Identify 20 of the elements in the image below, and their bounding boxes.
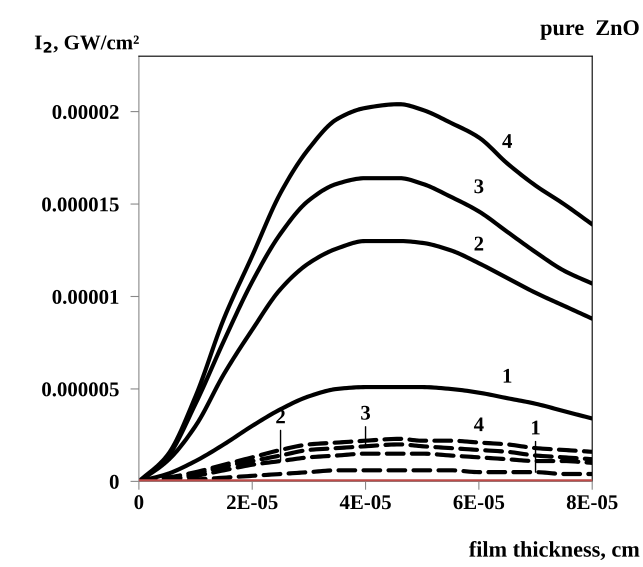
y-tick-label: 0.00001 [52, 290, 118, 304]
x-tick-label: 6E-05 [454, 495, 504, 510]
series-label: 1 [532, 420, 540, 434]
y-tick-label: 0 [110, 474, 119, 489]
x-tick-label: 0 [134, 495, 144, 510]
series-label: 4 [474, 417, 484, 432]
series-label: 1 [504, 368, 512, 383]
chart-title: pure ZnO [540, 20, 639, 40]
series-label: 3 [474, 179, 484, 194]
series-label: 2 [474, 236, 484, 250]
x-tick-label: 8E-05 [566, 495, 618, 510]
y-tick-label: 0.00002 [52, 104, 119, 120]
x-tick-label: 4E-05 [340, 495, 391, 510]
y-axis-title: I$_{2}$, GW/cm² [34, 35, 139, 53]
series-label: 4 [502, 134, 512, 148]
series-label: 3 [361, 406, 370, 420]
y-tick-label: 0.000005 [42, 382, 119, 396]
x-axis-title: film thickness, cm [468, 540, 640, 560]
y-tick-label: 0.000015 [42, 197, 119, 212]
x-tick-label: 2E-05 [227, 495, 278, 510]
